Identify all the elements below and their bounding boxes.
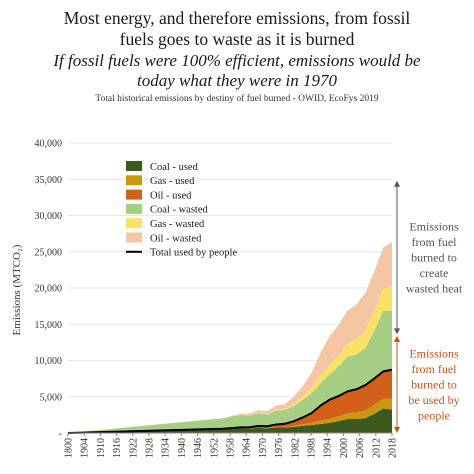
line-total-used [67,368,393,434]
chart-title-line-1: Most energy, and therefore emissions, fr… [64,8,411,28]
area-oil-used [68,369,392,433]
annotation-text: Emissions [409,346,459,360]
arrow-head [394,180,400,187]
annotation-text: burned to [411,251,457,265]
y-tick-label: 10,000 [35,356,63,367]
legend-swatch [126,203,142,214]
legend-item: Total used by people [126,248,237,259]
chart-subtitle-line-1: If fossil fuels were 100% efficient, emi… [52,51,421,70]
annotation-text: people [418,408,450,422]
legend: Coal - used Gas - used Oil - used Coal - wa… [126,161,237,259]
y-tick-label: 5,000 [40,392,63,403]
x-tick-label: 1934 [161,438,172,458]
x-tick-labels: 1800 1904 1910 1916 1922 1928 1934 1940 1946 1952… [64,438,399,458]
legend-item: Gas - used [126,175,195,187]
x-tick-label: 1946 [193,438,204,458]
annotation-text: Emissions [409,220,459,234]
legend-label: Gas - wasted [150,219,205,230]
legend-label: Oil - wasted [150,233,202,244]
legend-swatch [126,161,142,171]
chart-subtitle-line-2: today what they were in 1970 [137,71,338,90]
legend-item: Coal - wasted [126,203,208,216]
legend-swatch [126,232,142,243]
x-tick-label: 1916 [112,438,123,458]
chart-axes [67,432,393,436]
y-tick-label: 20,000 [35,284,63,295]
annotation-text: wasted heat [406,282,463,296]
chart-title-line-2: fuels goes to waste as it is burned [120,29,355,49]
x-tick-label: 1800 [64,438,75,458]
annotation-text: be used by [408,393,459,407]
annotation-text: from fuel [412,362,458,376]
x-tick-label: 1910 [96,438,107,458]
legend-item: Coal - used [126,161,199,173]
y-tick-label: - [59,429,62,440]
area-coal-used [68,408,392,433]
arrow-head [394,427,400,433]
x-tick-label: 1904 [80,438,91,458]
legend-label: Coal - wasted [150,205,208,216]
chart-source: Total historical emissions by destiny of… [95,93,378,104]
legend-item: Gas - wasted [126,218,205,230]
x-tick-label: 2006 [355,438,366,458]
y-axis-label: Emissions (MTCO₂) [11,244,23,335]
annotation-text: from fuel [412,235,458,249]
x-tick-label: 1928 [145,438,156,458]
legend-swatch [126,189,142,200]
y-tick-label: 15,000 [35,320,63,331]
area-coal-wasted [68,310,392,433]
y-tick-label: 40,000 [35,139,63,150]
legend-swatch [126,175,142,186]
y-tick-label: 30,000 [35,211,63,222]
arrow-head [394,328,400,335]
x-tick-label: 1982 [290,438,301,458]
x-tick-label: 1970 [258,438,269,458]
legend-label: Total used by people [150,248,237,259]
y-tick-labels: - 5,000 10,000 15,000 20,000 25,000 30,000 35,0… [35,139,63,440]
legend-swatch [126,218,142,229]
legend-label: Oil - used [150,190,192,201]
legend-item: Oil - used [126,189,192,201]
x-tick-label: 2000 [339,438,350,458]
x-tick-label: 1952 [209,438,220,458]
x-tick-label: 2018 [388,438,399,458]
annotation-text: burned to [411,377,457,391]
chart-lines [67,368,393,434]
legend-label: Gas - used [150,176,195,187]
chart-areas [68,242,392,433]
x-tick-label: 1964 [242,438,253,458]
x-tick-label: 1994 [323,438,334,458]
x-tick-label: 1922 [128,438,139,458]
x-tick-label: 1958 [226,438,237,458]
y-tick-label: 35,000 [35,175,63,186]
arrow-head [394,335,400,342]
y-tick-label: 25,000 [35,247,63,258]
x-tick-label: 1976 [274,438,285,458]
area-oil-wasted [68,242,392,433]
x-tick-label: 2012 [371,438,382,458]
area-gas-used [68,398,392,433]
legend-label: Coal - used [150,162,199,173]
x-tick-label: 1988 [307,438,318,458]
annotation-text: create [420,266,449,280]
legend-item: Oil - wasted [126,232,202,244]
chart-grid [68,142,392,398]
x-tick-label: 1940 [177,438,188,458]
